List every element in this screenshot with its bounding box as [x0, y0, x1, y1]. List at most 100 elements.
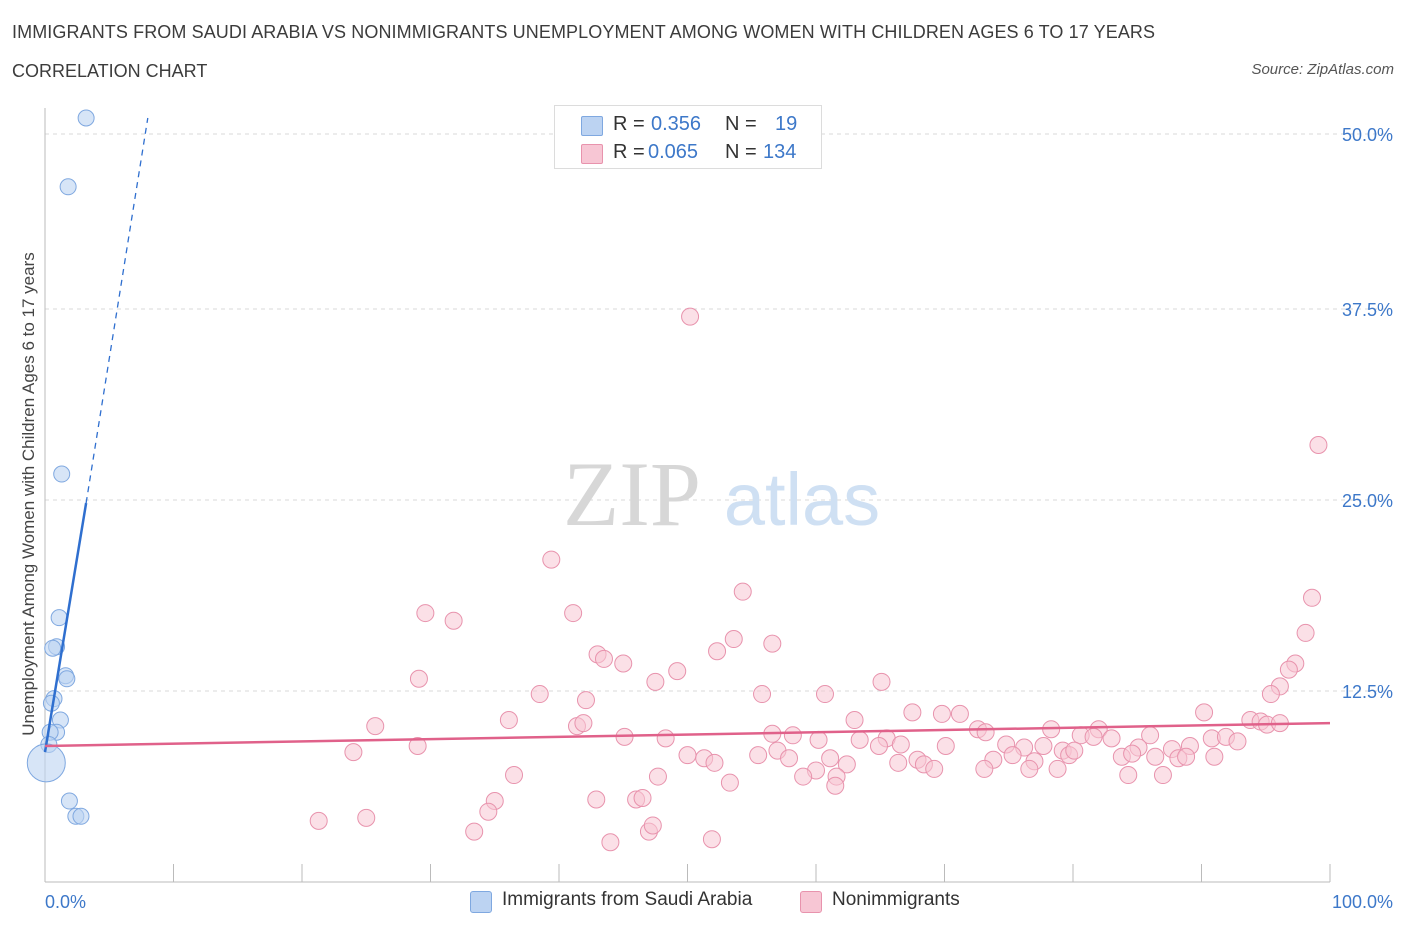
nonimmigrant-point: [872, 672, 891, 691]
nonimmigrant-point: [1084, 727, 1103, 746]
nonimmigrant-point: [975, 759, 994, 778]
nonimmigrant-point: [821, 749, 840, 768]
nonimmigrant-point: [614, 654, 633, 673]
nonimmigrant-point: [708, 642, 727, 661]
saudi-arabia-point: [72, 807, 90, 825]
nonimmigrant-point: [724, 630, 743, 649]
nonimmigrant-point: [826, 776, 845, 795]
nonimmigrant-point: [733, 582, 752, 601]
nonimmigrant-point: [1303, 588, 1322, 607]
nonimmigrant-point: [1195, 703, 1214, 722]
legend-item-nonimmigrants[interactable]: Nonimmigrants: [800, 888, 1000, 916]
nonimmigrant-point: [564, 604, 583, 623]
nonimmigrant-point: [668, 662, 687, 681]
nonimmigrant-point: [574, 714, 593, 733]
legend-n-value: 19: [775, 113, 798, 135]
saudi-arabia-trend-line: [43, 502, 88, 753]
nonimmigrant-point: [1065, 741, 1084, 760]
nonimmigrants-trend-line: [44, 721, 1331, 748]
nonimmigrant-point: [1034, 737, 1053, 756]
y-axis-label: Unemployment Among Women with Children A…: [19, 252, 38, 736]
nonimmigrant-point: [1177, 747, 1196, 766]
legend-item-saudi-arabia[interactable]: Immigrants from Saudi Arabia: [470, 888, 790, 916]
nonimmigrant-point: [576, 691, 595, 710]
chart-title: IMMIGRANTS FROM SAUDI ARABIA VS NONIMMIG…: [12, 22, 1156, 42]
nonimmigrant-point: [344, 743, 363, 762]
nonimmigrant-point: [1279, 660, 1298, 679]
nonimmigrant-point: [891, 735, 910, 754]
y-tick-label: 50.0%: [1342, 125, 1393, 145]
nonimmigrant-point: [408, 737, 427, 756]
nonimmigrant-point: [903, 703, 922, 722]
watermark-atlas: atlas: [724, 458, 880, 541]
nonimmigrant-point: [594, 649, 613, 668]
y-tick-labels: 12.5% 25.0% 37.5% 50.0%: [1342, 125, 1393, 702]
nonimmigrant-point: [587, 790, 606, 809]
nonimmigrant-point: [1048, 759, 1067, 778]
nonimmigrant-point: [702, 830, 721, 849]
nonimmigrant-point: [648, 767, 667, 786]
watermark: ZIP atlas: [563, 443, 880, 545]
nonimmigrant-point: [1228, 732, 1247, 751]
legend-r-value: 0.356: [651, 113, 702, 135]
nonimmigrant-point: [936, 737, 955, 756]
nonimmigrant-point: [646, 672, 665, 691]
nonimmigrant-point: [479, 802, 498, 821]
saudi-arabia-point: [60, 792, 78, 810]
nonimmigrant-point: [530, 685, 549, 704]
saudi-arabia-point: [58, 670, 76, 688]
correlation-legend: R = 0.356 N = 19 R = 0.065 N = 134: [554, 105, 822, 169]
nonimmigrant-point: [780, 749, 799, 768]
legend-n-label: N =: [725, 141, 757, 163]
legend-row-saudi-arabia: R = 0.356 N = 19: [555, 111, 821, 139]
nonimmigrant-point: [815, 685, 834, 704]
legend-r-label: R =: [613, 141, 645, 163]
legend-row-nonimmigrants: R = 0.065 N = 134: [555, 139, 821, 167]
nonimmigrant-point: [1153, 766, 1172, 785]
nonimmigrant-point: [357, 808, 376, 827]
saudi-arabia-point: [50, 609, 68, 627]
grid-lines: [45, 133, 1390, 692]
nonimmigrant-point: [809, 730, 828, 749]
nonimmigrant-point: [720, 773, 739, 792]
nonimmigrant-point: [416, 604, 435, 623]
legend-swatch-pink: [581, 144, 603, 164]
nonimmigrant-point: [925, 759, 944, 778]
nonimmigrant-point: [409, 669, 428, 688]
nonimmigrant-point: [763, 634, 782, 653]
nonimmigrant-point: [366, 717, 385, 736]
nonimmigrant-point: [1123, 744, 1142, 763]
y-tick-label: 12.5%: [1342, 682, 1393, 702]
nonimmigrant-point: [976, 723, 995, 742]
nonimmigrant-point: [1102, 729, 1121, 748]
nonimmigrant-point: [932, 704, 951, 723]
chart-subtitle: CORRELATION CHART: [12, 61, 208, 81]
source-credit: Source: ZipAtlas.com: [1251, 61, 1394, 78]
y-tick-label: 25.0%: [1342, 491, 1393, 511]
x-tick-label-min: 0.0%: [45, 892, 86, 912]
nonimmigrant-point: [850, 730, 869, 749]
saudi-arabia-point: [77, 109, 95, 127]
legend-swatch-blue: [581, 116, 603, 136]
nonimmigrant-point: [783, 726, 802, 745]
trend-lines: [43, 117, 1331, 753]
nonimmigrant-point: [633, 788, 652, 807]
nonimmigrant-point: [869, 737, 888, 756]
nonimmigrant-point: [889, 753, 908, 772]
watermark-zip: ZIP: [563, 443, 701, 545]
nonimmigrant-point: [678, 746, 697, 765]
nonimmigrant-point: [1309, 435, 1328, 454]
nonimmigrant-point: [753, 685, 772, 704]
nonimmigrant-point: [542, 550, 561, 569]
nonimmigrant-point: [309, 811, 328, 830]
saudi-arabia-point: [53, 465, 71, 483]
nonimmigrant-point: [1003, 746, 1022, 765]
legend-label: Immigrants from Saudi Arabia: [502, 889, 753, 910]
legend-r-label: R =: [613, 113, 645, 135]
nonimmigrant-point: [845, 711, 864, 730]
saudi-arabia-trend-extension: [85, 117, 149, 504]
x-tick-labels: 0.0% 100.0%: [45, 892, 1393, 912]
nonimmigrant-point: [643, 816, 662, 835]
nonimmigrant-point: [465, 822, 484, 841]
nonimmigrant-point: [1119, 766, 1138, 785]
